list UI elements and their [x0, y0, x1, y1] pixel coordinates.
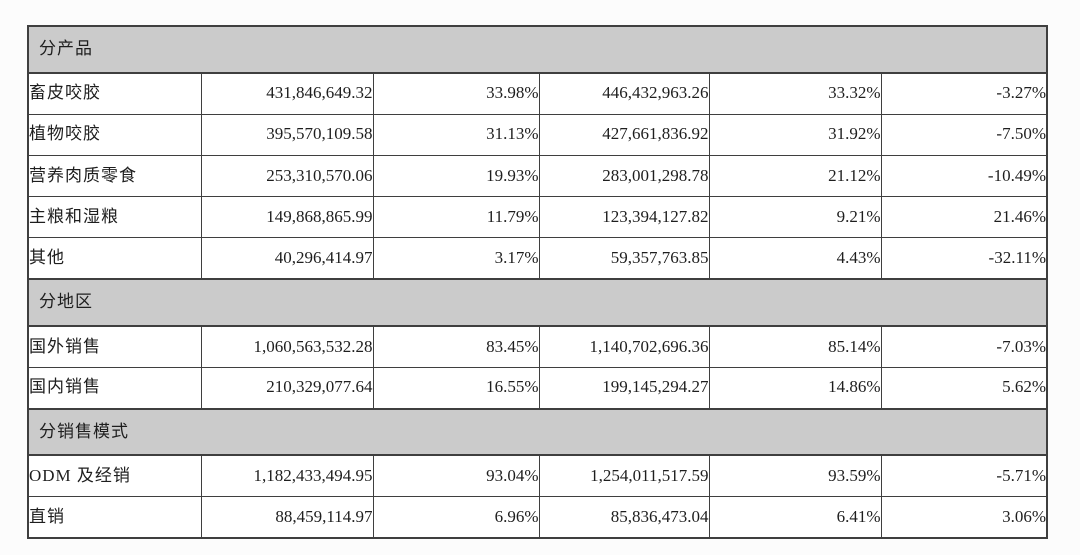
category-cell: 主粮和湿粮 [27, 196, 202, 239]
section-header-label: 分产品 [27, 25, 1048, 74]
pct-current-cell: 11.79% [372, 196, 540, 239]
pct-current-cell: 93.04% [372, 454, 540, 498]
yoy-change-cell: 21.46% [880, 196, 1048, 239]
amount-prior-cell: 1,254,011,517.59 [538, 454, 710, 498]
section-header-label: 分销售模式 [27, 407, 1048, 457]
pct-current-cell: 83.45% [372, 325, 540, 368]
table-row: 主粮和湿粮 149,868,865.99 11.79% 123,394,127.82 9… [27, 196, 1048, 239]
category-cell: 国内销售 [27, 366, 202, 410]
pct-prior-cell: 33.32% [708, 72, 882, 115]
table-row: 国外销售 1,060,563,532.28 83.45% 1,140,702,696.… [27, 325, 1048, 368]
amount-current-cell: 395,570,109.58 [200, 113, 374, 156]
pct-prior-cell: 93.59% [708, 454, 882, 498]
pct-prior-cell: 9.21% [708, 196, 882, 239]
table-row: 直销 88,459,114.97 6.96% 85,836,473.04 6.41% 3.… [27, 496, 1048, 539]
yoy-change-cell: 5.62% [880, 366, 1048, 410]
amount-current-cell: 40,296,414.97 [200, 237, 374, 280]
table-row: 植物咬胶 395,570,109.58 31.13% 427,661,836.92 31… [27, 113, 1048, 156]
pct-prior-cell: 31.92% [708, 113, 882, 156]
pct-current-cell: 19.93% [372, 154, 540, 198]
pct-prior-cell: 4.43% [708, 237, 882, 280]
pct-current-cell: 16.55% [372, 366, 540, 410]
financial-breakdown-table-body: 分产品 畜皮咬胶 431,846,649.32 33.98% 446,432,963.2… [27, 25, 1048, 539]
pct-current-cell: 3.17% [372, 237, 540, 280]
amount-current-cell: 1,182,433,494.95 [200, 454, 374, 498]
amount-current-cell: 88,459,114.97 [200, 496, 374, 539]
yoy-change-cell: -5.71% [880, 454, 1048, 498]
yoy-change-cell: -3.27% [880, 72, 1048, 115]
amount-prior-cell: 59,357,763.85 [538, 237, 710, 280]
pct-current-cell: 33.98% [372, 72, 540, 115]
yoy-change-cell: -7.03% [880, 325, 1048, 368]
category-cell: 畜皮咬胶 [27, 72, 202, 115]
category-cell: ODM 及经销 [27, 454, 202, 498]
table-row: 国内销售 210,329,077.64 16.55% 199,145,294.27 14… [27, 366, 1048, 410]
pct-prior-cell: 6.41% [708, 496, 882, 539]
section-header-row: 分销售模式 [27, 407, 1048, 457]
section-header-row: 分产品 [27, 25, 1048, 74]
category-cell: 国外销售 [27, 325, 202, 368]
financial-breakdown-table: 分产品 畜皮咬胶 431,846,649.32 33.98% 446,432,963.2… [27, 25, 1048, 539]
amount-prior-cell: 427,661,836.92 [538, 113, 710, 156]
yoy-change-cell: -7.50% [880, 113, 1048, 156]
category-cell: 其他 [27, 237, 202, 280]
pct-prior-cell: 21.12% [708, 154, 882, 198]
category-cell: 营养肉质零食 [27, 154, 202, 198]
amount-current-cell: 1,060,563,532.28 [200, 325, 374, 368]
amount-prior-cell: 1,140,702,696.36 [538, 325, 710, 368]
table-row: ODM 及经销 1,182,433,494.95 93.04% 1,254,011,5… [27, 454, 1048, 498]
amount-prior-cell: 283,001,298.78 [538, 154, 710, 198]
amount-current-cell: 210,329,077.64 [200, 366, 374, 410]
pct-current-cell: 6.96% [372, 496, 540, 539]
yoy-change-cell: 3.06% [880, 496, 1048, 539]
pct-prior-cell: 14.86% [708, 366, 882, 410]
amount-current-cell: 253,310,570.06 [200, 154, 374, 198]
table-row: 其他 40,296,414.97 3.17% 59,357,763.85 4.43% -3… [27, 237, 1048, 280]
section-header-row: 分地区 [27, 278, 1048, 327]
pct-prior-cell: 85.14% [708, 325, 882, 368]
pct-current-cell: 31.13% [372, 113, 540, 156]
amount-prior-cell: 446,432,963.26 [538, 72, 710, 115]
table-row: 畜皮咬胶 431,846,649.32 33.98% 446,432,963.26 33… [27, 72, 1048, 115]
amount-prior-cell: 123,394,127.82 [538, 196, 710, 239]
yoy-change-cell: -10.49% [880, 154, 1048, 198]
amount-current-cell: 149,868,865.99 [200, 196, 374, 239]
table-row: 营养肉质零食 253,310,570.06 19.93% 283,001,298.78… [27, 154, 1048, 198]
section-header-label: 分地区 [27, 278, 1048, 327]
amount-current-cell: 431,846,649.32 [200, 72, 374, 115]
amount-prior-cell: 199,145,294.27 [538, 366, 710, 410]
amount-prior-cell: 85,836,473.04 [538, 496, 710, 539]
category-cell: 直销 [27, 496, 202, 539]
yoy-change-cell: -32.11% [880, 237, 1048, 280]
category-cell: 植物咬胶 [27, 113, 202, 156]
